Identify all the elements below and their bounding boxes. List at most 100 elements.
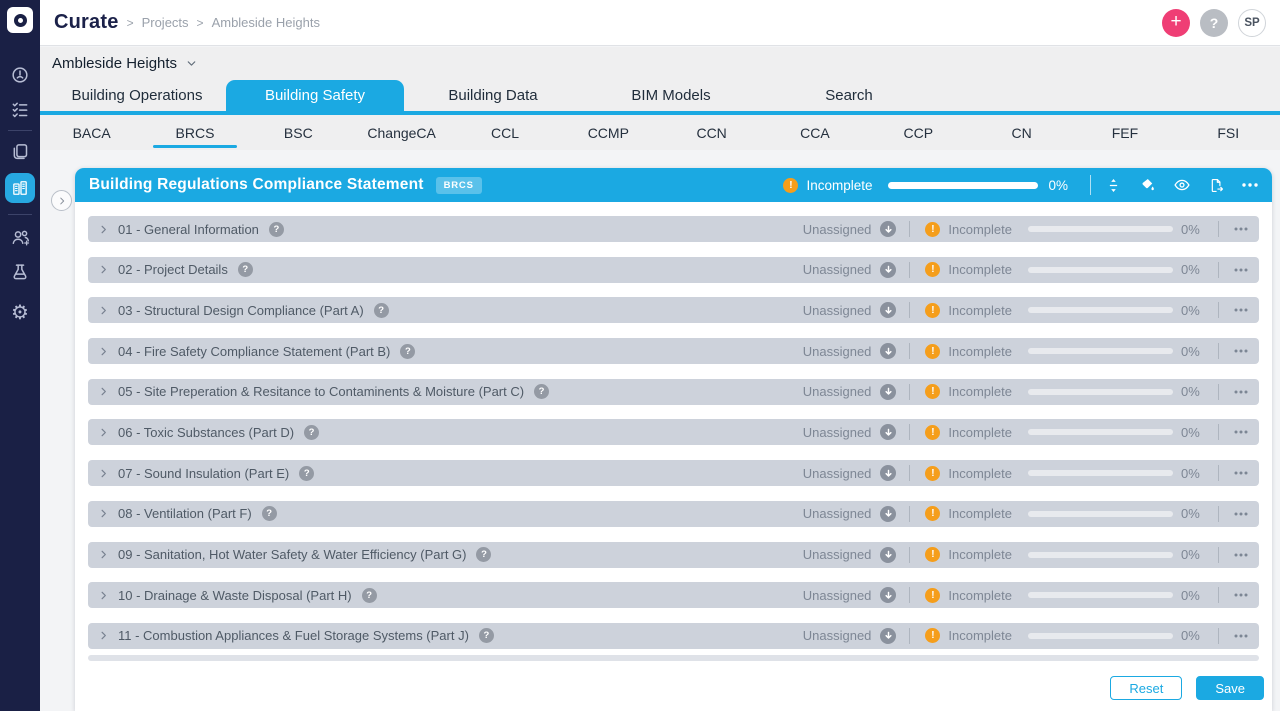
more-icon[interactable] xyxy=(1234,268,1248,272)
more-icon[interactable] xyxy=(1234,512,1248,516)
main-tab-building-safety[interactable]: Building Safety xyxy=(226,80,404,111)
assign-dropdown-icon[interactable] xyxy=(880,261,897,278)
section-row-09-sanitation-hot-water-safety-water-eff[interactable]: 09 - Sanitation, Hot Water Safety & Wate… xyxy=(88,541,1259,568)
assign-dropdown-icon[interactable] xyxy=(880,302,897,319)
section-row-05-site-preperation-resitance-to-contami[interactable]: 05 - Site Preperation & Resitance to Con… xyxy=(88,378,1259,405)
add-button[interactable]: + xyxy=(1162,8,1190,37)
sub-tab-baca[interactable]: BACA xyxy=(40,115,143,150)
horizontal-scrollbar[interactable] xyxy=(88,654,1259,661)
assign-dropdown-icon[interactable] xyxy=(880,383,897,400)
sub-tab-fsi[interactable]: FSI xyxy=(1177,115,1280,150)
sub-tab-ccl[interactable]: CCL xyxy=(453,115,556,150)
dashboard-icon[interactable] xyxy=(0,65,40,85)
assign-dropdown-icon[interactable] xyxy=(880,546,897,563)
chevron-right-icon[interactable] xyxy=(98,346,109,357)
assign-dropdown-icon[interactable] xyxy=(880,505,897,522)
chevron-right-icon[interactable] xyxy=(98,549,109,560)
sub-tab-cca[interactable]: CCA xyxy=(763,115,866,150)
help-icon[interactable]: ? xyxy=(299,465,315,481)
section-row-06-toxic-substances-part-d[interactable]: 06 - Toxic Substances (Part D) ? Unassig… xyxy=(88,419,1259,446)
sub-tab-ccp[interactable]: CCP xyxy=(867,115,970,150)
project-selector[interactable]: Ambleside Heights xyxy=(40,47,1280,80)
chevron-right-icon[interactable] xyxy=(98,264,109,275)
more-icon[interactable] xyxy=(1234,634,1248,638)
sub-tab-bsc[interactable]: BSC xyxy=(247,115,350,150)
main-tab-building-data[interactable]: Building Data xyxy=(404,80,582,111)
help-icon[interactable]: ? xyxy=(237,262,253,278)
help-icon[interactable]: ? xyxy=(478,628,494,644)
fill-icon[interactable] xyxy=(1139,177,1156,194)
help-icon[interactable]: ? xyxy=(268,221,284,237)
section-row-07-sound-insulation-part-e[interactable]: 07 - Sound Insulation (Part E) ? Unassig… xyxy=(88,460,1259,487)
assign-dropdown-icon[interactable] xyxy=(880,343,897,360)
sub-tab-fef[interactable]: FEF xyxy=(1073,115,1176,150)
reset-button[interactable]: Reset xyxy=(1110,676,1183,700)
help-icon[interactable]: ? xyxy=(400,343,416,359)
app-logo[interactable] xyxy=(0,0,40,40)
section-row-11-combustion-appliances-fuel-storage-sy[interactable]: 11 - Combustion Appliances & Fuel Storag… xyxy=(88,622,1259,649)
sub-tab-changeca[interactable]: ChangeCA xyxy=(350,115,453,150)
section-row-10-drainage-waste-disposal-part-h[interactable]: 10 - Drainage & Waste Disposal (Part H) … xyxy=(88,582,1259,609)
more-icon[interactable] xyxy=(1234,430,1248,434)
section-row-04-fire-safety-compliance-statement-part[interactable]: 04 - Fire Safety Compliance Statement (P… xyxy=(88,338,1259,365)
help-icon[interactable]: ? xyxy=(361,587,377,603)
sub-tab-ccmp[interactable]: CCMP xyxy=(557,115,660,150)
help-icon[interactable]: ? xyxy=(476,547,492,562)
chevron-right-icon[interactable] xyxy=(98,468,109,479)
more-icon[interactable] xyxy=(1234,390,1248,394)
eye-icon[interactable] xyxy=(1173,176,1191,194)
avatar[interactable]: SP xyxy=(1238,8,1266,37)
buildings-icon[interactable] xyxy=(5,173,35,203)
assign-dropdown-icon[interactable] xyxy=(880,627,897,644)
section-row-08-ventilation-part-f[interactable]: 08 - Ventilation (Part F) ? Unassigned !… xyxy=(88,500,1259,527)
breadcrumb-current-project[interactable]: Ambleside Heights xyxy=(211,15,320,30)
help-icon[interactable]: ? xyxy=(373,302,389,318)
panel-status-group: ! Incomplete 0% xyxy=(783,175,1258,195)
documents-icon[interactable] xyxy=(0,142,40,162)
checklist-icon[interactable] xyxy=(0,100,40,120)
main-tab-search[interactable]: Search xyxy=(760,80,938,111)
sub-tab-cn[interactable]: CN xyxy=(970,115,1073,150)
assign-dropdown-icon[interactable] xyxy=(880,424,897,441)
chevron-right-icon[interactable] xyxy=(98,427,109,438)
more-icon[interactable] xyxy=(1234,227,1248,231)
export-document-icon[interactable] xyxy=(1208,177,1225,194)
expand-vertical-icon[interactable] xyxy=(1105,177,1122,194)
chevron-right-icon[interactable] xyxy=(98,590,109,601)
main-tab-building-operations[interactable]: Building Operations xyxy=(48,80,226,111)
more-icon[interactable] xyxy=(1242,183,1258,187)
section-row-01-general-information[interactable]: 01 - General Information ? Unassigned ! … xyxy=(88,216,1259,242)
more-icon[interactable] xyxy=(1234,593,1248,597)
main-tab-bim-models[interactable]: BIM Models xyxy=(582,80,760,111)
section-row-03-structural-design-compliance-part-a[interactable]: 03 - Structural Design Compliance (Part … xyxy=(88,297,1259,324)
chevron-right-icon[interactable] xyxy=(98,224,109,235)
section-row-02-project-details[interactable]: 02 - Project Details ? Unassigned ! Inco… xyxy=(88,256,1259,283)
chevron-right-icon[interactable] xyxy=(98,508,109,519)
help-icon[interactable]: ? xyxy=(304,424,320,440)
sub-tab-ccn[interactable]: CCN xyxy=(660,115,763,150)
more-icon[interactable] xyxy=(1234,308,1248,312)
tab-label: BIM Models xyxy=(631,87,711,104)
more-icon[interactable] xyxy=(1234,349,1248,353)
sub-tab-brcs[interactable]: BRCS xyxy=(143,115,246,150)
help-icon[interactable]: ? xyxy=(534,384,550,400)
assign-dropdown-icon[interactable] xyxy=(880,587,897,604)
lab-flask-icon[interactable] xyxy=(0,262,40,282)
chevron-right-icon[interactable] xyxy=(98,305,109,316)
more-icon[interactable] xyxy=(1234,471,1248,475)
help-icon[interactable]: ? xyxy=(261,506,277,522)
assign-dropdown-icon[interactable] xyxy=(880,221,897,237)
section-title: 08 - Ventilation (Part F) xyxy=(118,506,252,522)
incomplete-warning-icon: ! xyxy=(925,547,941,562)
more-icon[interactable] xyxy=(1234,553,1248,557)
chevron-right-icon[interactable] xyxy=(98,630,109,641)
app-title[interactable]: Curate xyxy=(54,11,119,33)
help-button[interactable]: ? xyxy=(1200,8,1228,37)
save-button[interactable]: Save xyxy=(1196,676,1264,700)
breadcrumb-projects[interactable]: Projects xyxy=(141,15,189,30)
add-users-icon[interactable] xyxy=(0,227,40,248)
settings-icon[interactable]: ⚙ xyxy=(11,302,29,324)
assign-dropdown-icon[interactable] xyxy=(880,465,897,482)
expand-panel-button[interactable] xyxy=(51,190,72,211)
chevron-right-icon[interactable] xyxy=(98,386,109,397)
